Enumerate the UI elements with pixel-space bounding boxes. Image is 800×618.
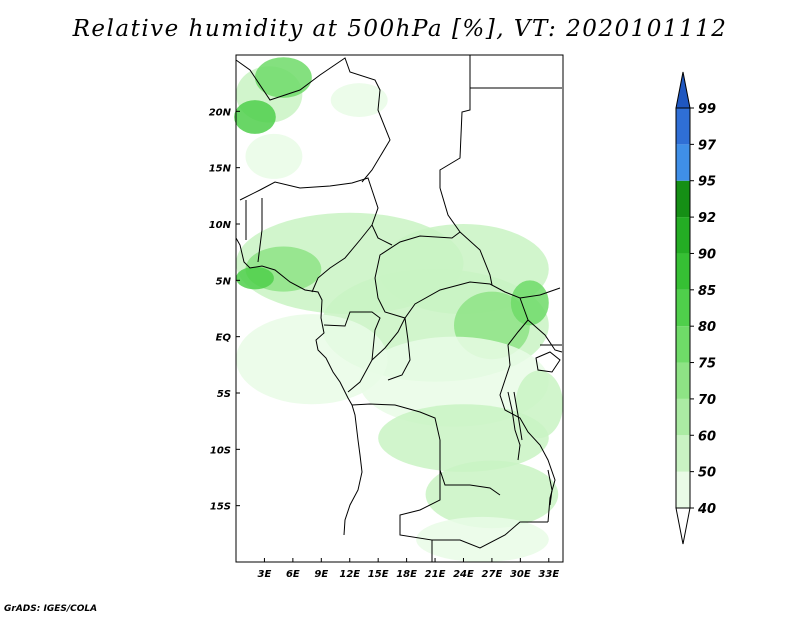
lat-tick-label: 20N [209,107,232,118]
colorbar-label: 85 [698,284,716,299]
country-borders [235,55,563,562]
coastline [235,237,363,536]
grads-credit: GrADS: IGES/COLA [4,604,98,614]
lon-tick-label: 24E [453,569,474,580]
humidity-field [234,57,563,562]
colorbar: 40 50 60 70 75 80 85 90 92 95 97 99 [675,71,717,545]
colorbar-label: 92 [698,211,716,226]
lon-tick-label: 9E [314,569,328,580]
colorbar-label: 70 [698,393,716,408]
colorbar-segment [676,471,690,508]
humidity-patch [359,336,549,427]
lat-tick-label: 5N [216,276,232,287]
border-sudan [459,231,561,296]
colorbar-segment [676,253,690,290]
border-chad-car [374,187,541,319]
colorbar-segment [676,108,690,145]
colorbar-label: 40 [697,502,716,517]
border-benin-togo [245,198,263,263]
humidity-patch [236,314,388,405]
lon-tick-label: 15E [368,569,389,580]
colorbar-label: 95 [698,175,716,190]
colorbar-segment [676,435,690,472]
lat-tick-label: 10N [209,220,232,231]
humidity-patch [425,460,559,529]
lake-victoria [535,351,561,373]
lake-malawi [547,469,553,506]
colorbar-segment [676,398,690,436]
humidity-patch [330,83,388,117]
colorbar-segment [676,180,690,218]
latitude-axis: 20N 15N 10N 5N EQ 5S 10S 15S [209,107,240,513]
border-east-africa [499,297,556,523]
colorbar-segment [676,362,690,399]
longitude-axis: 3E 6E 9E 12E 15E 18E 21E 24E 27E 30E 33E [258,558,559,580]
humidity-patch [515,370,563,439]
colorbar-label: 50 [698,466,716,481]
border-zambia-south [432,521,548,549]
lake-tanganyika [507,391,523,461]
border-congo-drc [371,317,411,381]
chart-title: Relative humidity at 500hPa [%], VT: 202… [72,16,728,42]
colorbar-label: 80 [698,320,716,335]
colorbar-label: 60 [698,429,716,444]
map-frame [235,54,564,563]
lon-tick-label: 30E [510,569,531,580]
border-drc-angola [351,403,501,496]
colorbar-label: 97 [698,138,717,153]
colorbar-segment [676,289,690,327]
lon-tick-label: 12E [339,569,360,580]
colorbar-label: 90 [698,247,716,262]
humidity-patch [245,133,303,179]
border-nigeria-north [239,177,393,246]
humidity-patch [234,100,276,134]
lon-tick-label: 27E [482,569,503,580]
humidity-patch [510,280,549,326]
lon-tick-label: 3E [258,569,272,580]
lat-tick-label: 10S [210,445,231,456]
border-libya [439,55,471,188]
lon-tick-label: 21E [425,569,446,580]
border-niger-algeria [235,57,391,183]
lat-tick-label: 5S [217,389,231,400]
humidity-patch [378,404,549,472]
lon-tick-label: 33E [538,569,559,580]
humidity-patch [236,266,274,290]
colorbar-segment [676,144,690,181]
lat-tick-label: 15S [210,502,231,513]
lat-tick-label: 15N [209,164,232,175]
lon-tick-label: 6E [286,569,300,580]
border-cameroon-south [323,311,381,393]
colorbar-label: 99 [698,102,716,117]
colorbar-under-arrow [675,507,691,545]
humidity-patch [254,57,312,98]
colorbar-over-arrow [675,71,691,109]
humidity-patch [416,516,549,562]
lat-tick-label: EQ [216,333,232,344]
colorbar-segment [676,217,690,254]
lon-tick-label: 18E [396,569,417,580]
colorbar-label: 75 [698,357,716,372]
colorbar-segment [676,326,690,363]
border-nigeria-east [311,224,373,293]
border-kenya-uganda [527,319,563,353]
